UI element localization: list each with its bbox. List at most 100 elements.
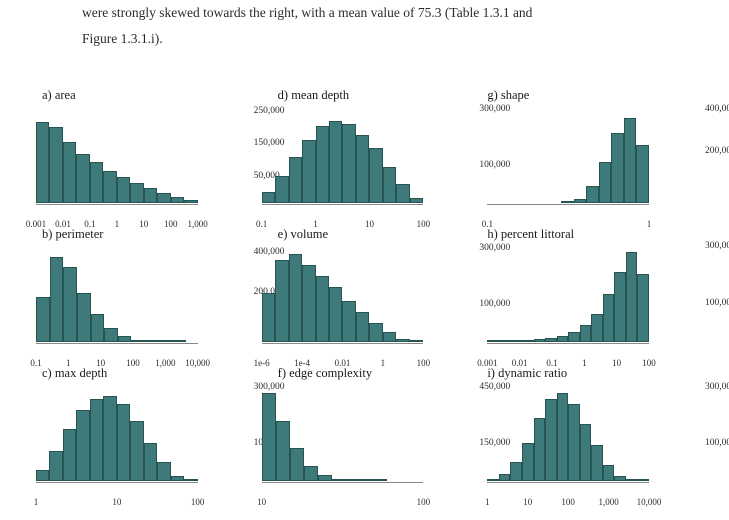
x-tick-label: 100 <box>561 497 575 507</box>
plot-area: 1101001,00010,000 <box>487 388 649 481</box>
y-tick-label: 100,000 <box>705 298 729 308</box>
bar <box>614 272 626 342</box>
bar <box>332 479 346 481</box>
bar <box>534 339 546 342</box>
bar <box>36 470 49 481</box>
bar <box>510 462 522 481</box>
bar <box>63 142 76 203</box>
bars <box>487 110 649 203</box>
bar <box>304 466 318 481</box>
bar <box>262 192 275 203</box>
bar <box>36 122 49 203</box>
bar <box>131 340 145 342</box>
bar <box>76 410 89 481</box>
bar <box>636 145 649 203</box>
bar <box>522 340 534 342</box>
bar <box>302 265 315 342</box>
bar <box>487 340 499 342</box>
bar <box>545 399 557 481</box>
bar <box>383 332 396 342</box>
bar <box>184 200 197 203</box>
bars <box>487 388 649 481</box>
bar <box>580 424 592 481</box>
caption-line-1: were strongly skewed towards the right, … <box>82 5 532 20</box>
bar <box>410 198 423 203</box>
bars <box>262 249 424 342</box>
bar <box>90 399 103 481</box>
bar <box>316 276 329 342</box>
bars <box>262 388 424 481</box>
x-tick-label: 1,000 <box>598 497 618 507</box>
bar <box>77 293 91 342</box>
bar <box>172 340 186 342</box>
bar <box>91 314 105 342</box>
bar <box>262 293 275 342</box>
bar <box>50 257 64 342</box>
x-axis <box>36 482 198 483</box>
bar <box>90 162 103 203</box>
bar <box>637 479 649 481</box>
bar <box>499 340 511 342</box>
bars <box>36 249 198 342</box>
bars <box>487 249 649 342</box>
y-tick-label: 300,000 <box>705 241 729 251</box>
x-axis <box>262 482 424 483</box>
bar <box>171 197 184 203</box>
bar <box>626 252 638 342</box>
x-tick-label: 100 <box>417 497 431 507</box>
bar <box>117 177 130 203</box>
bar <box>624 118 637 203</box>
bar <box>599 162 612 203</box>
bar <box>356 312 369 342</box>
bar <box>144 443 157 481</box>
bar <box>157 193 170 203</box>
panel-d: d) mean depth0.1110100300,000100,000 <box>254 88 476 223</box>
bar <box>342 124 355 203</box>
bar <box>262 393 276 481</box>
bars <box>262 110 424 203</box>
bar <box>383 167 396 203</box>
bar <box>103 171 116 203</box>
bar <box>626 479 638 481</box>
bar <box>145 340 159 342</box>
x-axis <box>36 343 198 344</box>
bar <box>557 336 569 342</box>
bar <box>614 476 626 481</box>
plot-area: 0.0010.010.11101001,000 <box>36 110 198 203</box>
bar <box>342 301 355 342</box>
plot-area: 0.11 <box>487 110 649 203</box>
histogram-grid: a) area0.0010.010.11101001,000250,000150… <box>28 88 701 501</box>
bar <box>369 323 382 342</box>
panel-b: b) perimeter0.11101001,00010,000400,0002… <box>28 227 250 362</box>
x-tick-label: 10 <box>257 497 266 507</box>
bar <box>369 148 382 203</box>
panel-title-a: a) area <box>42 88 76 103</box>
panel-title-b: b) perimeter <box>42 227 103 242</box>
x-tick-label: 10,000 <box>637 497 662 507</box>
bar <box>318 475 332 481</box>
panel-title-e: e) volume <box>278 227 328 242</box>
bar <box>396 184 409 203</box>
bar <box>130 183 143 203</box>
panel-title-c: c) max depth <box>42 366 107 381</box>
bar <box>591 445 603 481</box>
panel-h: h) percent littoral0.0010.010.1110100300… <box>479 227 701 362</box>
panel-title-i: i) dynamic ratio <box>487 366 567 381</box>
plot-area: 1e-61e-40.011100 <box>262 249 424 342</box>
bar <box>356 135 369 203</box>
panel-c: c) max depth110100300,000100,000 <box>28 366 250 501</box>
bar <box>118 336 132 342</box>
bar <box>568 332 580 342</box>
bar <box>276 421 290 481</box>
bar <box>487 479 499 481</box>
panel-e: e) volume1e-61e-40.011100300,000100,000 <box>254 227 476 362</box>
x-axis <box>487 343 649 344</box>
bar <box>522 443 534 481</box>
figure-caption: were strongly skewed towards the right, … <box>82 0 701 51</box>
panel-title-f: f) edge complexity <box>278 366 372 381</box>
bar <box>603 465 615 481</box>
plot-area: 110100 <box>36 388 198 481</box>
y-tick-label: 400,000 <box>705 104 729 114</box>
bar <box>144 188 157 203</box>
y-tick-label: 300,000 <box>705 382 729 392</box>
